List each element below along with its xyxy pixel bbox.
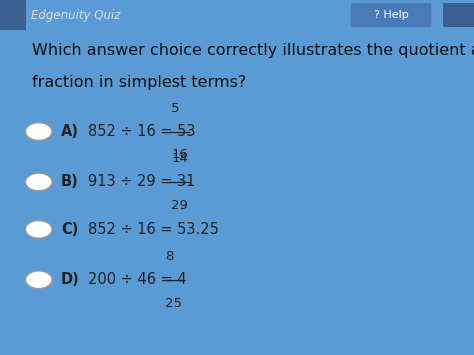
Text: Which answer choice correctly illustrates the quotient as a: Which answer choice correctly illustrate… xyxy=(32,43,474,58)
Text: ? Help: ? Help xyxy=(374,10,409,20)
Text: A): A) xyxy=(61,124,79,139)
Text: 913 ÷ 29 = 31: 913 ÷ 29 = 31 xyxy=(88,174,195,190)
Text: 29: 29 xyxy=(171,199,188,212)
Text: 8: 8 xyxy=(165,250,173,263)
Text: D): D) xyxy=(61,272,80,287)
Bar xyxy=(0,0,26,30)
Text: 14: 14 xyxy=(171,152,188,165)
Text: 16: 16 xyxy=(171,148,188,162)
Text: 852 ÷ 16 = 53.25: 852 ÷ 16 = 53.25 xyxy=(88,222,219,237)
Text: 200 ÷ 46 = 4: 200 ÷ 46 = 4 xyxy=(88,272,186,287)
Text: 852 ÷ 16 = 53: 852 ÷ 16 = 53 xyxy=(88,124,195,139)
Text: fraction in simplest terms?: fraction in simplest terms? xyxy=(32,75,246,90)
Text: C): C) xyxy=(61,222,78,237)
Circle shape xyxy=(25,122,52,141)
Circle shape xyxy=(25,220,52,238)
Text: 5: 5 xyxy=(171,102,180,115)
Circle shape xyxy=(25,173,52,191)
Circle shape xyxy=(25,271,52,289)
Bar xyxy=(443,3,474,27)
Text: 25: 25 xyxy=(165,297,182,310)
Text: Edgenuity Quiz: Edgenuity Quiz xyxy=(31,9,120,22)
FancyBboxPatch shape xyxy=(351,3,431,27)
Text: B): B) xyxy=(61,174,79,190)
